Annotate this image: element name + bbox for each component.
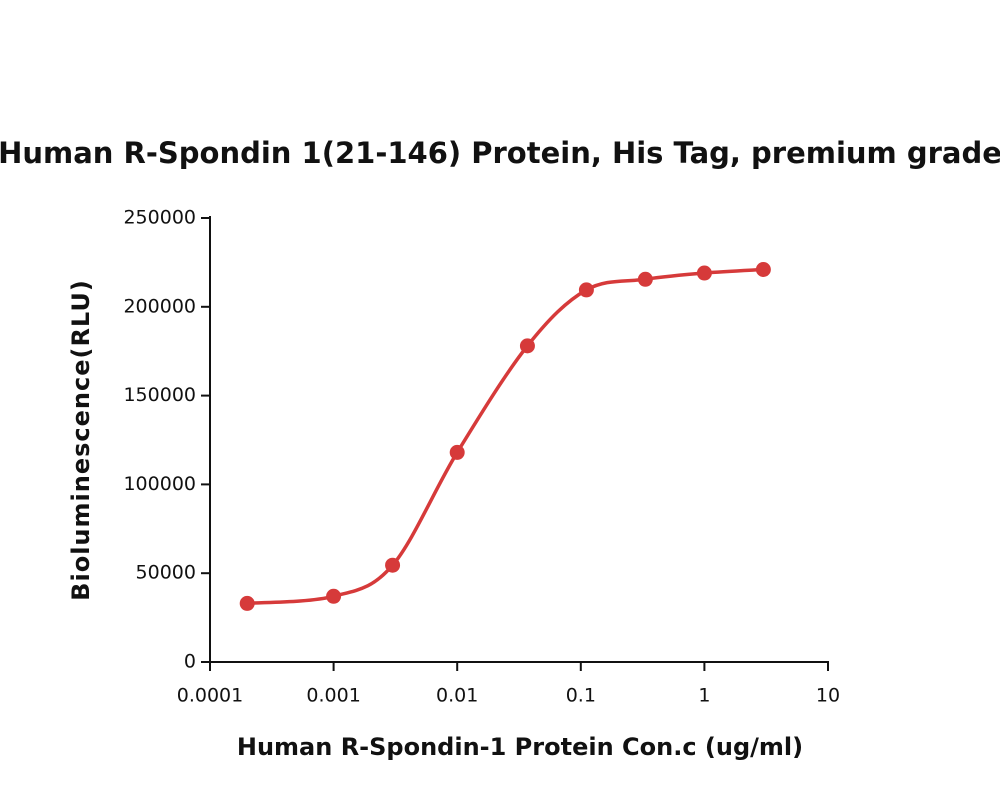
data-point bbox=[326, 588, 342, 604]
x-tick-label: 0.001 bbox=[306, 685, 360, 707]
x-tick-label: 1 bbox=[698, 685, 710, 707]
y-tick-label: 100000 bbox=[123, 473, 196, 495]
data-point bbox=[578, 282, 594, 298]
data-point bbox=[239, 595, 255, 611]
y-tick-label: 200000 bbox=[123, 295, 196, 317]
y-tick-label: 150000 bbox=[123, 384, 196, 406]
x-tick-label: 10 bbox=[816, 685, 840, 707]
data-point bbox=[449, 444, 465, 460]
y-tick-label: 50000 bbox=[136, 562, 196, 584]
data-point bbox=[637, 271, 653, 287]
x-tick-label: 0.0001 bbox=[177, 685, 243, 707]
data-point bbox=[519, 338, 535, 354]
data-point bbox=[696, 265, 712, 281]
chart-title: Human R-Spondin 1(21-146) Protein, His T… bbox=[0, 136, 1000, 170]
data-point bbox=[755, 262, 771, 278]
data-point bbox=[385, 557, 401, 573]
y-axis-label: Bioluminescence(RLU) bbox=[67, 279, 95, 601]
y-tick-label: 0 bbox=[184, 651, 196, 673]
fit-curve bbox=[247, 267, 764, 606]
x-tick-label: 0.01 bbox=[436, 685, 478, 707]
x-tick-label: 0.1 bbox=[566, 685, 596, 707]
y-tick-label: 250000 bbox=[123, 207, 196, 229]
x-axis-label: Human R-Spondin-1 Protein Con.c (ug/ml) bbox=[237, 733, 803, 761]
